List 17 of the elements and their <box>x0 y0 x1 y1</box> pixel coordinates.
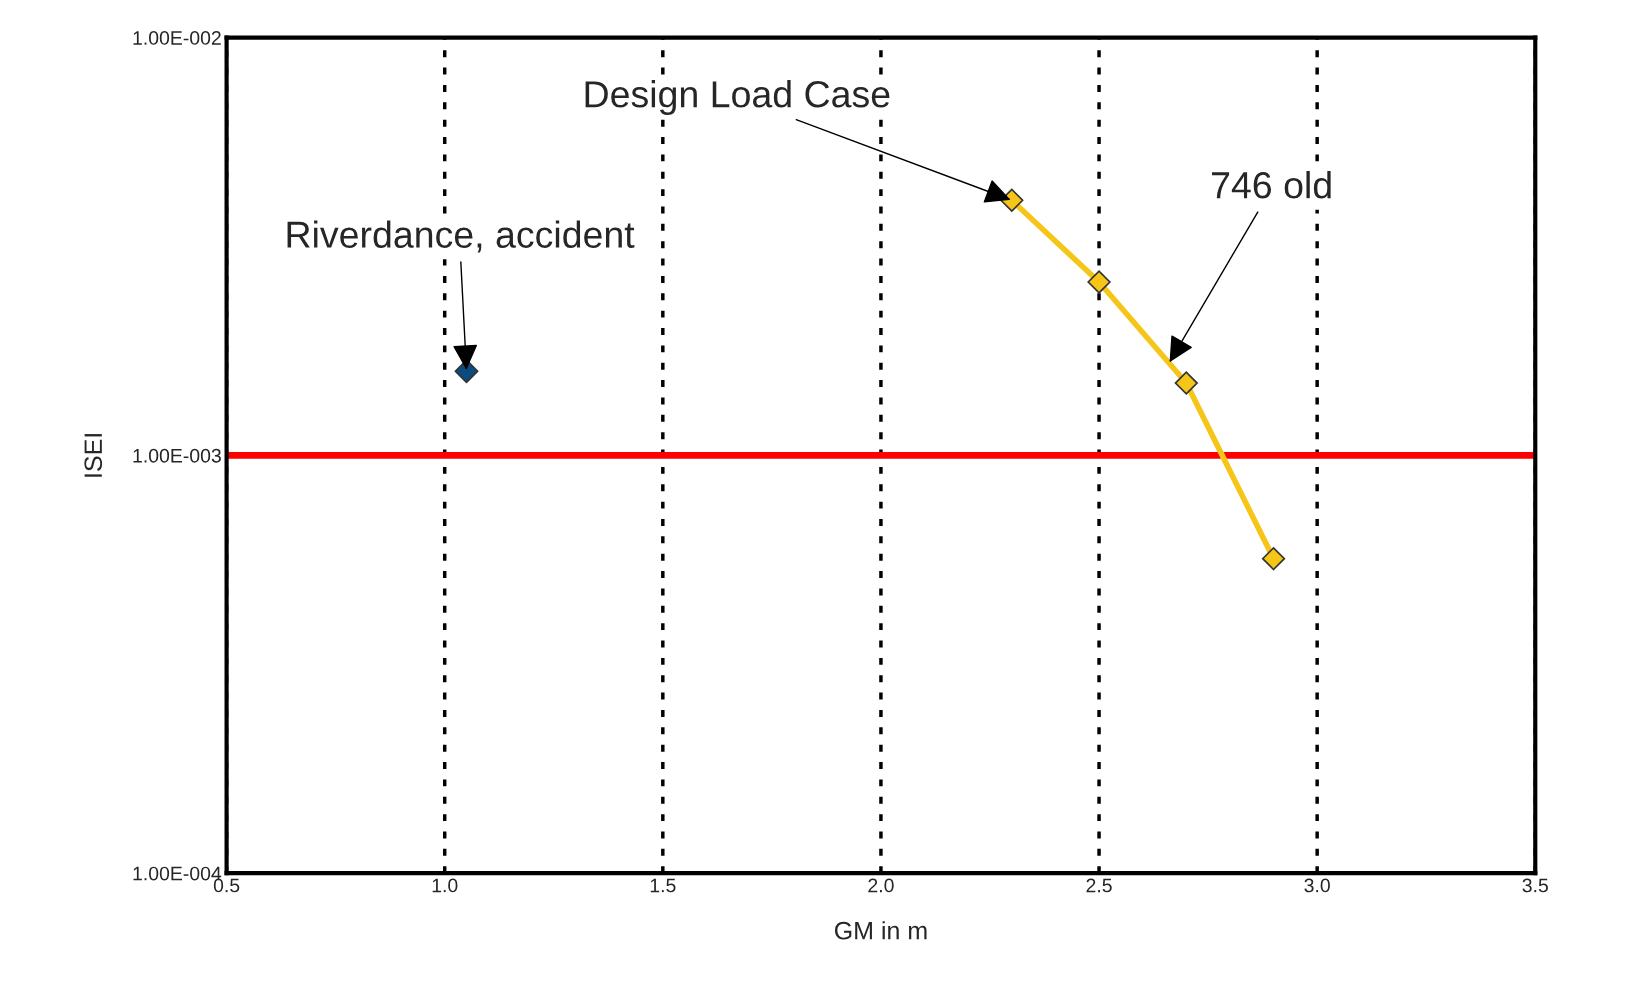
x-axis-title: GM in m <box>834 921 927 940</box>
annotation: 746 old <box>1212 170 1331 199</box>
point <box>1087 270 1111 294</box>
x-tick-label: 1.5 <box>650 878 676 893</box>
annotation: Design Load Case <box>585 80 890 115</box>
y-axis-title: ISEI <box>84 434 103 477</box>
point <box>1174 371 1198 395</box>
point <box>1000 188 1024 212</box>
point <box>1261 547 1286 571</box>
x-tick-label: 1.0 <box>432 878 458 893</box>
x-tick-label: 2.0 <box>868 878 894 893</box>
y-tick-label: 1.00E-002 <box>133 31 221 45</box>
x-tick-label: 2.5 <box>1086 878 1112 893</box>
y-tick-label: 1.00E-003 <box>133 448 221 463</box>
x-tick-label: 3.0 <box>1304 878 1330 893</box>
annotation: Riverdance, accident <box>287 220 635 253</box>
x-tick-label: 3.5 <box>1522 878 1548 893</box>
